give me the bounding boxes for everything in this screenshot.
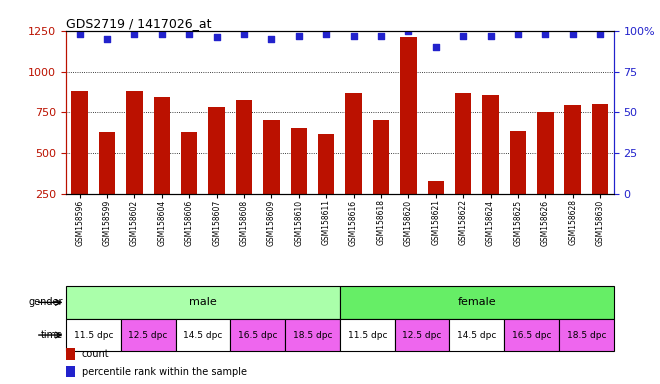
Point	[75, 31, 85, 37]
Bar	[564, 105, 581, 194]
Bar	[340, 319, 395, 351]
Bar	[236, 100, 252, 194]
Text: 14.5 dpc: 14.5 dpc	[183, 331, 222, 339]
Bar	[592, 104, 609, 194]
Text: 16.5 dpc: 16.5 dpc	[238, 331, 277, 339]
Bar	[285, 319, 340, 351]
Point	[376, 33, 386, 39]
Bar	[318, 134, 335, 194]
Bar	[428, 181, 444, 194]
Point	[568, 31, 578, 37]
Bar	[290, 128, 307, 194]
Text: 14.5 dpc: 14.5 dpc	[457, 331, 496, 339]
Point	[540, 31, 550, 37]
Bar	[504, 319, 559, 351]
Text: 11.5 dpc: 11.5 dpc	[348, 331, 387, 339]
Bar	[449, 319, 504, 351]
Bar	[263, 121, 280, 194]
Bar	[181, 132, 197, 194]
Bar	[126, 91, 143, 194]
Point	[321, 31, 331, 37]
Bar	[395, 319, 449, 351]
Point	[184, 31, 195, 37]
Bar	[230, 319, 285, 351]
Text: 16.5 dpc: 16.5 dpc	[512, 331, 551, 339]
Bar	[482, 95, 499, 194]
Point	[595, 31, 605, 37]
Point	[458, 33, 469, 39]
Point	[129, 31, 140, 37]
Point	[485, 33, 496, 39]
Bar	[345, 93, 362, 194]
Point	[266, 36, 277, 42]
Bar	[66, 319, 121, 351]
Text: gender: gender	[29, 297, 63, 308]
Bar	[121, 319, 176, 351]
Bar	[373, 121, 389, 194]
Point	[348, 33, 359, 39]
Text: count: count	[82, 349, 110, 359]
Point	[239, 31, 249, 37]
Bar	[400, 37, 416, 194]
Text: 18.5 dpc: 18.5 dpc	[293, 331, 332, 339]
Text: 12.5 dpc: 12.5 dpc	[403, 331, 442, 339]
Text: male: male	[189, 297, 217, 308]
Bar	[66, 366, 75, 377]
Point	[294, 33, 304, 39]
Bar	[537, 112, 554, 194]
Text: 18.5 dpc: 18.5 dpc	[567, 331, 606, 339]
Bar	[559, 319, 614, 351]
Point	[102, 36, 112, 42]
Bar	[455, 93, 471, 194]
Bar	[209, 108, 225, 194]
Point	[211, 34, 222, 40]
Bar	[340, 286, 614, 319]
Text: time: time	[41, 330, 63, 340]
Point	[156, 31, 167, 37]
Bar	[176, 319, 230, 351]
Bar	[99, 132, 116, 194]
Bar	[66, 286, 340, 319]
Point	[513, 31, 523, 37]
Point	[430, 44, 441, 50]
Text: 12.5 dpc: 12.5 dpc	[129, 331, 168, 339]
Text: 11.5 dpc: 11.5 dpc	[74, 331, 113, 339]
Bar	[71, 91, 88, 194]
Bar	[154, 97, 170, 194]
Text: GDS2719 / 1417026_at: GDS2719 / 1417026_at	[66, 17, 211, 30]
Bar	[510, 131, 526, 194]
Text: percentile rank within the sample: percentile rank within the sample	[82, 367, 247, 377]
Bar	[66, 348, 75, 359]
Point	[403, 28, 414, 34]
Text: female: female	[457, 297, 496, 308]
